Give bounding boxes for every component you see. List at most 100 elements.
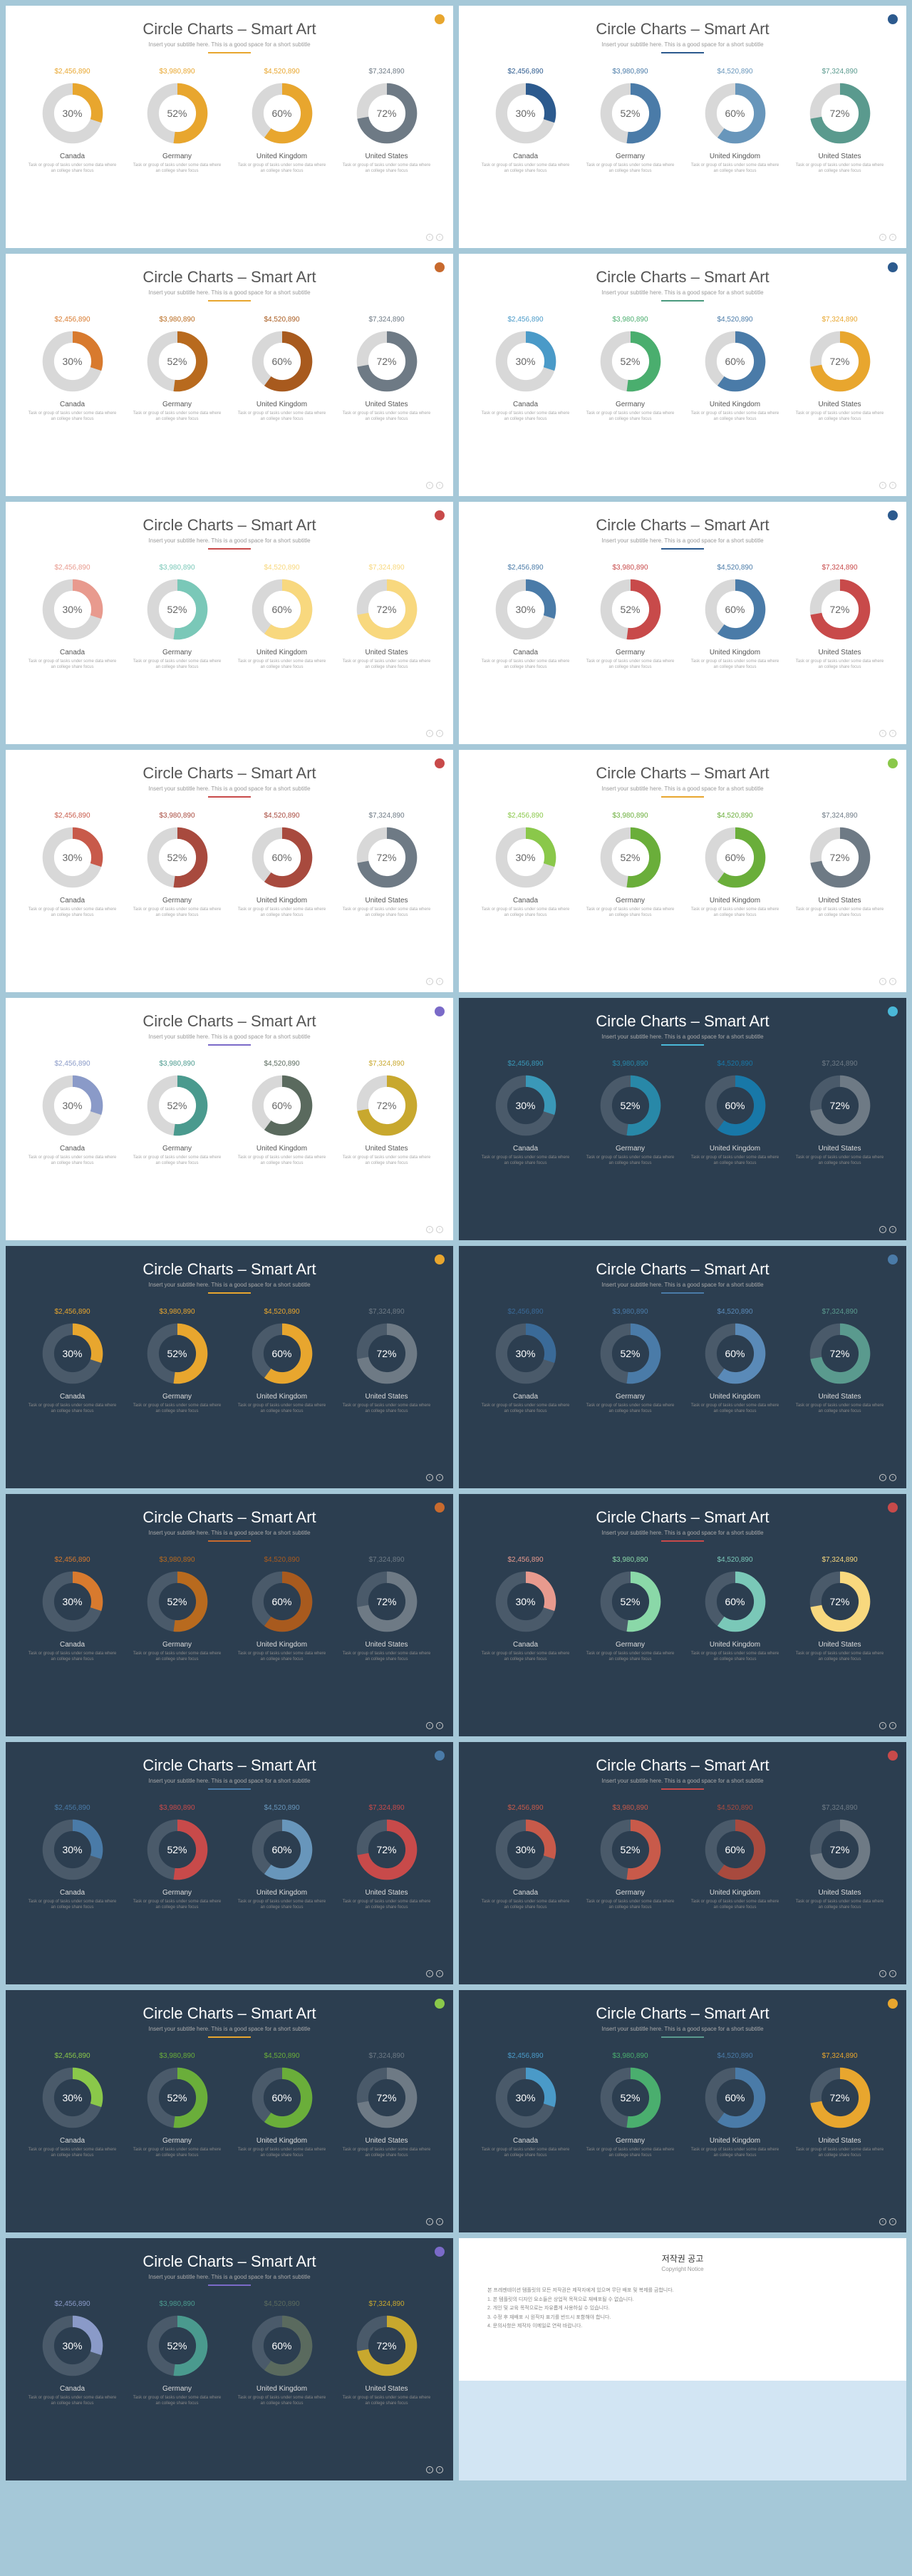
nav-prev-icon[interactable]: ‹ [426,482,433,489]
title-underline [208,796,251,798]
nav-prev-icon[interactable]: ‹ [879,1970,886,1977]
donut-chart: 30% [41,1818,105,1882]
nav-next-icon[interactable]: › [436,234,443,241]
chart-item: $7,324,890 72% United States Task or gro… [790,1804,889,1911]
nav-prev-icon[interactable]: ‹ [879,1722,886,1729]
nav-next-icon[interactable]: › [889,978,896,985]
donut-chart: 72% [808,577,872,642]
chart-item: $3,980,890 52% Germany Task or group of … [128,1308,227,1415]
chart-label: United States [337,1145,436,1153]
nav-prev-icon[interactable]: ‹ [426,1970,433,1977]
donut-chart: 30% [41,2314,105,2378]
chart-value: $7,324,890 [337,68,436,76]
chart-value: $2,456,890 [23,1308,122,1316]
chart-desc: Task or group of tasks under some data w… [23,2396,122,2407]
chart-label: United Kingdom [685,401,784,408]
nav-next-icon[interactable]: › [889,2218,896,2225]
chart-label: United Kingdom [232,1145,331,1153]
nav-next-icon[interactable]: › [889,730,896,737]
chart-value: $2,456,890 [476,2052,575,2060]
nav-prev-icon[interactable]: ‹ [879,978,886,985]
chart-item: $7,324,890 72% United States Task or gro… [337,2300,436,2407]
nav-prev-icon[interactable]: ‹ [426,1474,433,1481]
nav-next-icon[interactable]: › [889,1474,896,1481]
nav-prev-icon[interactable]: ‹ [879,1226,886,1233]
donut-percent: 30% [515,356,535,367]
nav-prev-icon[interactable]: ‹ [426,2218,433,2225]
nav-controls: ‹ › [879,1970,896,1977]
nav-next-icon[interactable]: › [889,1226,896,1233]
donut-chart: 60% [703,1818,767,1882]
title-underline [208,1788,251,1790]
donut-percent: 30% [515,604,535,615]
nav-prev-icon[interactable]: ‹ [879,2218,886,2225]
chart-item: $4,520,890 60% United Kingdom Task or gr… [685,564,784,671]
nav-prev-icon[interactable]: ‹ [426,1722,433,1729]
chart-desc: Task or group of tasks under some data w… [790,2148,889,2159]
nav-prev-icon[interactable]: ‹ [426,1226,433,1233]
chart-label: United Kingdom [232,897,331,905]
chart-label: Canada [476,1641,575,1649]
chart-value: $3,980,890 [581,2052,680,2060]
donut-chart: 72% [355,1322,419,1386]
nav-next-icon[interactable]: › [436,1722,443,1729]
nav-prev-icon[interactable]: ‹ [879,730,886,737]
slide-subtitle: Insert your subtitle here. This is a goo… [476,537,889,544]
donut-percent: 60% [725,356,745,367]
donut-chart: 52% [598,577,663,642]
donut-chart: 60% [250,1570,314,1634]
chart-value: $7,324,890 [337,564,436,572]
corner-dot [888,1999,898,2009]
slide-subtitle: Insert your subtitle here. This is a goo… [23,41,436,48]
chart-item: $3,980,890 52% Germany Task or group of … [581,1804,680,1911]
nav-next-icon[interactable]: › [436,730,443,737]
donut-percent: 60% [271,1596,291,1607]
donut-percent: 52% [167,108,187,119]
nav-controls: ‹ › [426,730,443,737]
nav-prev-icon[interactable]: ‹ [426,978,433,985]
chart-item: $3,980,890 52% Germany Task or group of … [581,68,680,175]
nav-prev-icon[interactable]: ‹ [879,482,886,489]
chart-desc: Task or group of tasks under some data w… [232,907,331,919]
nav-next-icon[interactable]: › [436,978,443,985]
nav-prev-icon[interactable]: ‹ [879,234,886,241]
donut-chart: 52% [145,577,209,642]
title-underline [661,1540,704,1542]
nav-prev-icon[interactable]: ‹ [426,234,433,241]
corner-dot [435,262,445,272]
nav-next-icon[interactable]: › [889,482,896,489]
nav-next-icon[interactable]: › [436,482,443,489]
chart-value: $3,980,890 [581,1308,680,1316]
nav-next-icon[interactable]: › [436,2466,443,2473]
nav-controls: ‹ › [426,2466,443,2473]
copyright-line: 3. 수정 후 재배포 시 원작자 표기를 반드시 포함해야 합니다. [487,2314,878,2323]
nav-next-icon[interactable]: › [889,1722,896,1729]
nav-prev-icon[interactable]: ‹ [426,2466,433,2473]
donut-chart: 30% [41,1073,105,1138]
nav-next-icon[interactable]: › [436,1226,443,1233]
nav-next-icon[interactable]: › [889,1970,896,1977]
nav-next-icon[interactable]: › [436,1970,443,1977]
chart-label: Germany [128,897,227,905]
nav-next-icon[interactable]: › [889,234,896,241]
donut-chart: 52% [145,2314,209,2378]
nav-prev-icon[interactable]: ‹ [426,730,433,737]
chart-label: Canada [476,1393,575,1401]
slide-title: Circle Charts – Smart Art [476,764,889,783]
chart-desc: Task or group of tasks under some data w… [476,2148,575,2159]
slide-subtitle: Insert your subtitle here. This is a goo… [23,1778,436,1784]
nav-prev-icon[interactable]: ‹ [879,1474,886,1481]
charts-row: $2,456,890 30% Canada Task or group of t… [23,316,436,423]
charts-row: $2,456,890 30% Canada Task or group of t… [23,2052,436,2159]
donut-chart: 60% [250,329,314,393]
nav-next-icon[interactable]: › [436,2218,443,2225]
donut-percent: 30% [62,1100,82,1111]
chart-label: Germany [128,401,227,408]
chart-value: $7,324,890 [790,812,889,820]
donut-percent: 72% [829,2092,849,2103]
nav-controls: ‹ › [879,1722,896,1729]
nav-next-icon[interactable]: › [436,1474,443,1481]
slide-subtitle: Insert your subtitle here. This is a goo… [23,1282,436,1288]
chart-desc: Task or group of tasks under some data w… [790,411,889,423]
chart-label: Germany [581,649,680,656]
